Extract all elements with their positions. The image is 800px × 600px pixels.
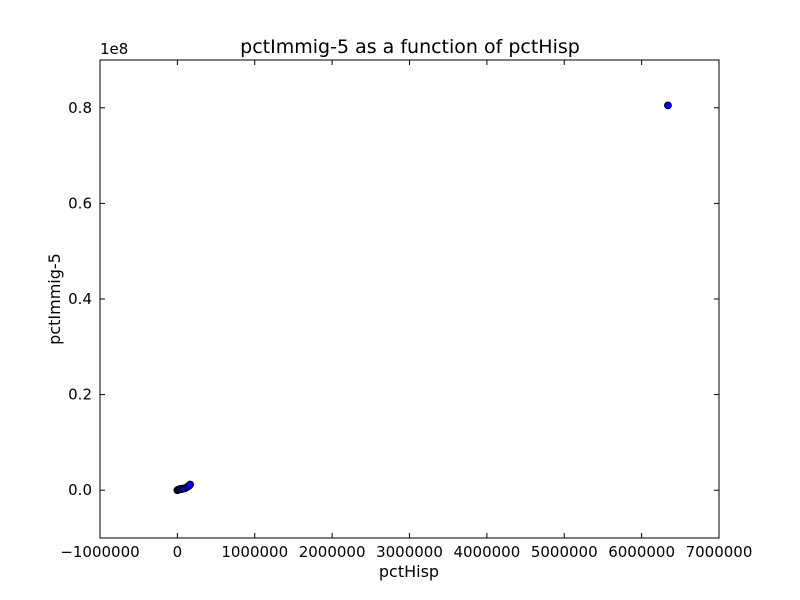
y-tick-label: 0.2 xyxy=(68,386,92,404)
x-tick-label: 4000000 xyxy=(453,543,520,561)
y-tick-label: 0.0 xyxy=(68,481,92,499)
x-axis-label: pctHisp xyxy=(379,562,439,581)
plot-area xyxy=(99,59,720,539)
x-axis-ticks: −1000000 0 1000000 2000000 3000000 4000000 500… xyxy=(60,60,752,561)
y-tick-label: 0.6 xyxy=(68,194,92,212)
x-tick-label: 6000000 xyxy=(608,543,675,561)
data-point xyxy=(186,480,195,489)
chart-title: pctImmig-5 as a function of pctHisp xyxy=(240,36,580,58)
y-axis-ticks: 0.0 0.2 0.4 0.6 0.8 xyxy=(68,99,719,499)
x-tick-label: −1000000 xyxy=(60,543,139,561)
y-tick-label: 0.8 xyxy=(68,99,92,117)
x-tick-label: 1000000 xyxy=(221,543,288,561)
y-axis-label: pctImmig-5 xyxy=(45,253,64,345)
data-points xyxy=(173,101,672,495)
x-tick-label: 7000000 xyxy=(686,543,753,561)
y-tick-label: 0.4 xyxy=(68,290,92,308)
x-tick-label: 0 xyxy=(173,543,183,561)
x-tick-label: 5000000 xyxy=(531,543,598,561)
y-offset-label: 1e8 xyxy=(100,40,128,58)
x-tick-label: 3000000 xyxy=(376,543,443,561)
data-point xyxy=(664,101,672,110)
x-tick-label: 2000000 xyxy=(299,543,366,561)
